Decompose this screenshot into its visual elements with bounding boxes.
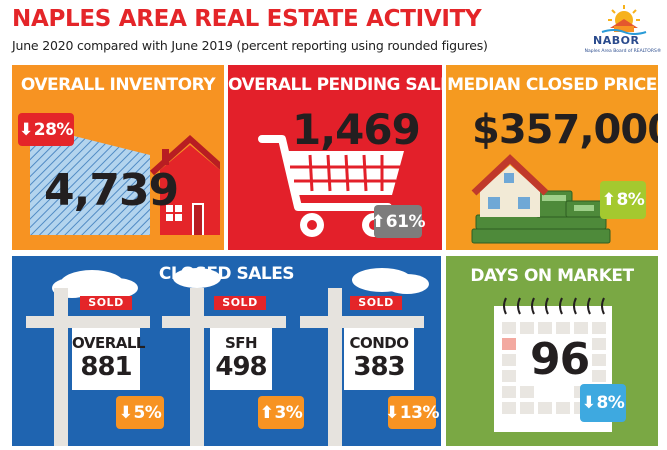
page-subtitle: June 2020 compared with June 2019 (perce… [12,38,488,53]
page-title: NAPLES AREA REAL ESTATE ACTIVITY [12,6,482,32]
arrow-down-icon: ⬇ [385,402,399,423]
median-panel: MEDIAN CLOSED PRICE $357,000 ⬆ 8% [446,65,658,250]
sign-value: 498 [215,352,267,382]
sign-category: CONDO [349,334,409,352]
arrow-down-icon: ⬇ [19,119,33,140]
sfh-change: 3% [274,402,303,423]
house-on-money-icon [471,154,611,244]
pending-value: 1,469 [292,105,421,154]
inventory-change: 28% [33,119,74,140]
calendar-icon [494,297,612,432]
median-title: MEDIAN CLOSED PRICE [447,75,657,95]
sign-post-icon [26,288,150,446]
sign-post-icon [162,288,286,446]
house-icon [30,125,220,235]
days-change: 8% [596,393,625,413]
sign-value: 383 [353,352,405,382]
days-change-badge: ⬇ 8% [580,384,626,422]
inventory-title: OVERALL INVENTORY [20,75,216,95]
logo-name: NABOR [593,34,640,47]
overall-change: 5% [133,402,162,423]
sfh-change-badge: ⬆ 3% [258,396,304,429]
arrow-down-icon: ⬇ [581,393,596,413]
condo-change-badge: ⬇ 13% [385,396,440,429]
arrow-up-icon: ⬆ [371,211,385,232]
sign-value: 881 [80,352,132,382]
median-change-badge: ⬆ 8% [600,181,646,219]
inventory-value: 4,739 [44,165,179,216]
days-panel: DAYS ON MARKET 96 ⬇ 8% [446,256,658,446]
days-title: DAYS ON MARKET [470,266,634,286]
arrow-down-icon: ⬇ [118,402,133,423]
arrow-up-icon: ⬆ [601,190,616,210]
sign-board-overall: OVERALL 881 [72,328,145,390]
closed-sales-panel: CLOSED SALES SOLD OVERALL 881 ⬇ 5% SOLD … [12,256,441,446]
nabor-logo-icon [601,5,647,35]
sold-tag: SOLD [350,296,402,310]
sign-board-sfh: SFH 498 [210,328,272,390]
inventory-panel: OVERALL INVENTORY ⬇ 28% 4,739 [12,65,224,250]
median-value: $357,000 [472,107,658,153]
days-value: 96 [530,334,590,385]
pending-change: 61% [385,211,426,232]
logo-tagline: Naples Area Board of REALTORS® [584,49,662,54]
condo-change: 13% [399,402,440,423]
closed-sales-title: CLOSED SALES [158,264,295,284]
sign-category: OVERALL [72,334,145,352]
pending-panel: OVERALL PENDING SALES 1,469 ⬆ 61% [228,65,442,250]
sold-tag: SOLD [214,296,266,310]
pending-title: OVERALL PENDING SALES [228,75,442,95]
overall-change-badge: ⬇ 5% [116,396,164,429]
inventory-change-badge: ⬇ 28% [18,113,74,146]
sign-category: SFH [224,334,258,352]
pending-change-badge: ⬆ 61% [371,205,426,238]
sign-post-icon [300,288,424,446]
median-change: 8% [616,190,645,210]
sign-board-condo: CONDO 383 [344,328,414,390]
sold-tag: SOLD [80,296,132,310]
arrow-up-icon: ⬆ [259,402,274,423]
